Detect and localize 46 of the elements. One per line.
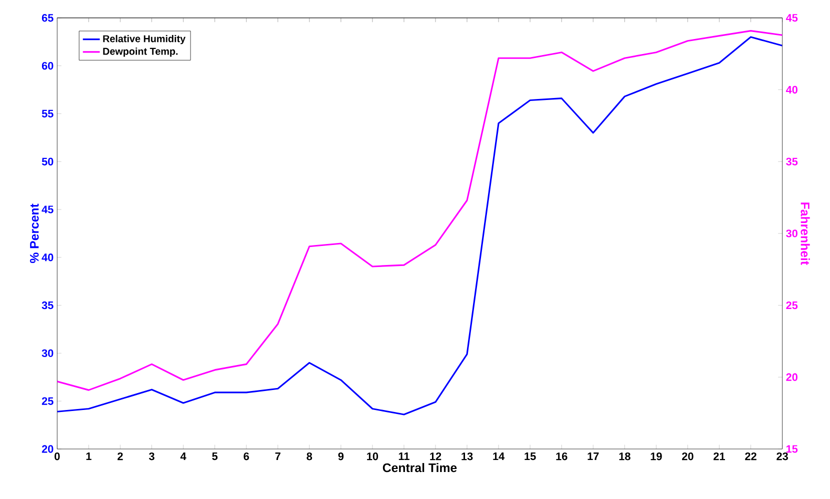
y2-tick-label: 25 — [786, 302, 798, 310]
y-tick-label: 35 — [42, 302, 54, 310]
y2-tick-label: 30 — [786, 230, 798, 238]
y-tick-label: 50 — [42, 158, 54, 166]
x-axis-title: Central Time — [382, 463, 457, 472]
y2-axis-title: Fahrenheit — [800, 202, 810, 266]
x-tick-label: 8 — [306, 452, 312, 460]
y-tick-label: 40 — [42, 254, 54, 262]
x-tick-label: 2 — [118, 452, 123, 460]
x-tick-label: 11 — [398, 452, 410, 460]
y2-tick-label: 15 — [786, 445, 798, 453]
x-tick-label: 1 — [86, 452, 92, 460]
x-tick-label: 17 — [588, 452, 599, 460]
x-tick-label: 9 — [338, 452, 344, 460]
x-tick-label: 23 — [776, 452, 788, 460]
x-tick-label: 14 — [493, 452, 505, 460]
legend-label: Relative Humidity — [103, 35, 186, 44]
x-tick-label: 5 — [212, 452, 218, 460]
x-tick-label: 3 — [148, 452, 154, 460]
x-tick-label: 20 — [682, 452, 694, 460]
x-tick-label: 15 — [524, 452, 536, 460]
x-tick-label: 12 — [430, 452, 442, 460]
y-tick-label: 30 — [42, 350, 54, 358]
y-tick-label: 65 — [42, 14, 54, 22]
y-tick-label: 45 — [42, 206, 54, 214]
x-tick-label: 13 — [462, 452, 473, 460]
x-tick-label: 4 — [180, 452, 186, 460]
x-tick-label: 22 — [745, 452, 756, 460]
y2-tick-label: 20 — [786, 373, 798, 382]
y2-tick-label: 45 — [786, 14, 798, 22]
x-tick-label: 7 — [275, 452, 280, 460]
x-tick-label: 0 — [54, 452, 60, 460]
x-tick-label: 19 — [650, 452, 662, 460]
x-tick-label: 6 — [244, 452, 249, 460]
y-tick-label: 25 — [42, 397, 54, 406]
x-tick-label: 21 — [714, 452, 725, 460]
legend-label: Dewpoint Temp. — [103, 48, 178, 57]
y-tick-label: 55 — [42, 110, 54, 118]
y-axis-title: % Percent — [30, 204, 39, 264]
x-tick-label: 18 — [619, 452, 630, 460]
x-tick-label: 16 — [556, 452, 568, 460]
y-tick-label: 60 — [42, 62, 54, 70]
x-tick-label: 10 — [367, 452, 378, 460]
y-tick-label: 20 — [42, 445, 54, 454]
y2-tick-label: 40 — [786, 86, 798, 94]
y2-tick-label: 35 — [786, 158, 798, 166]
